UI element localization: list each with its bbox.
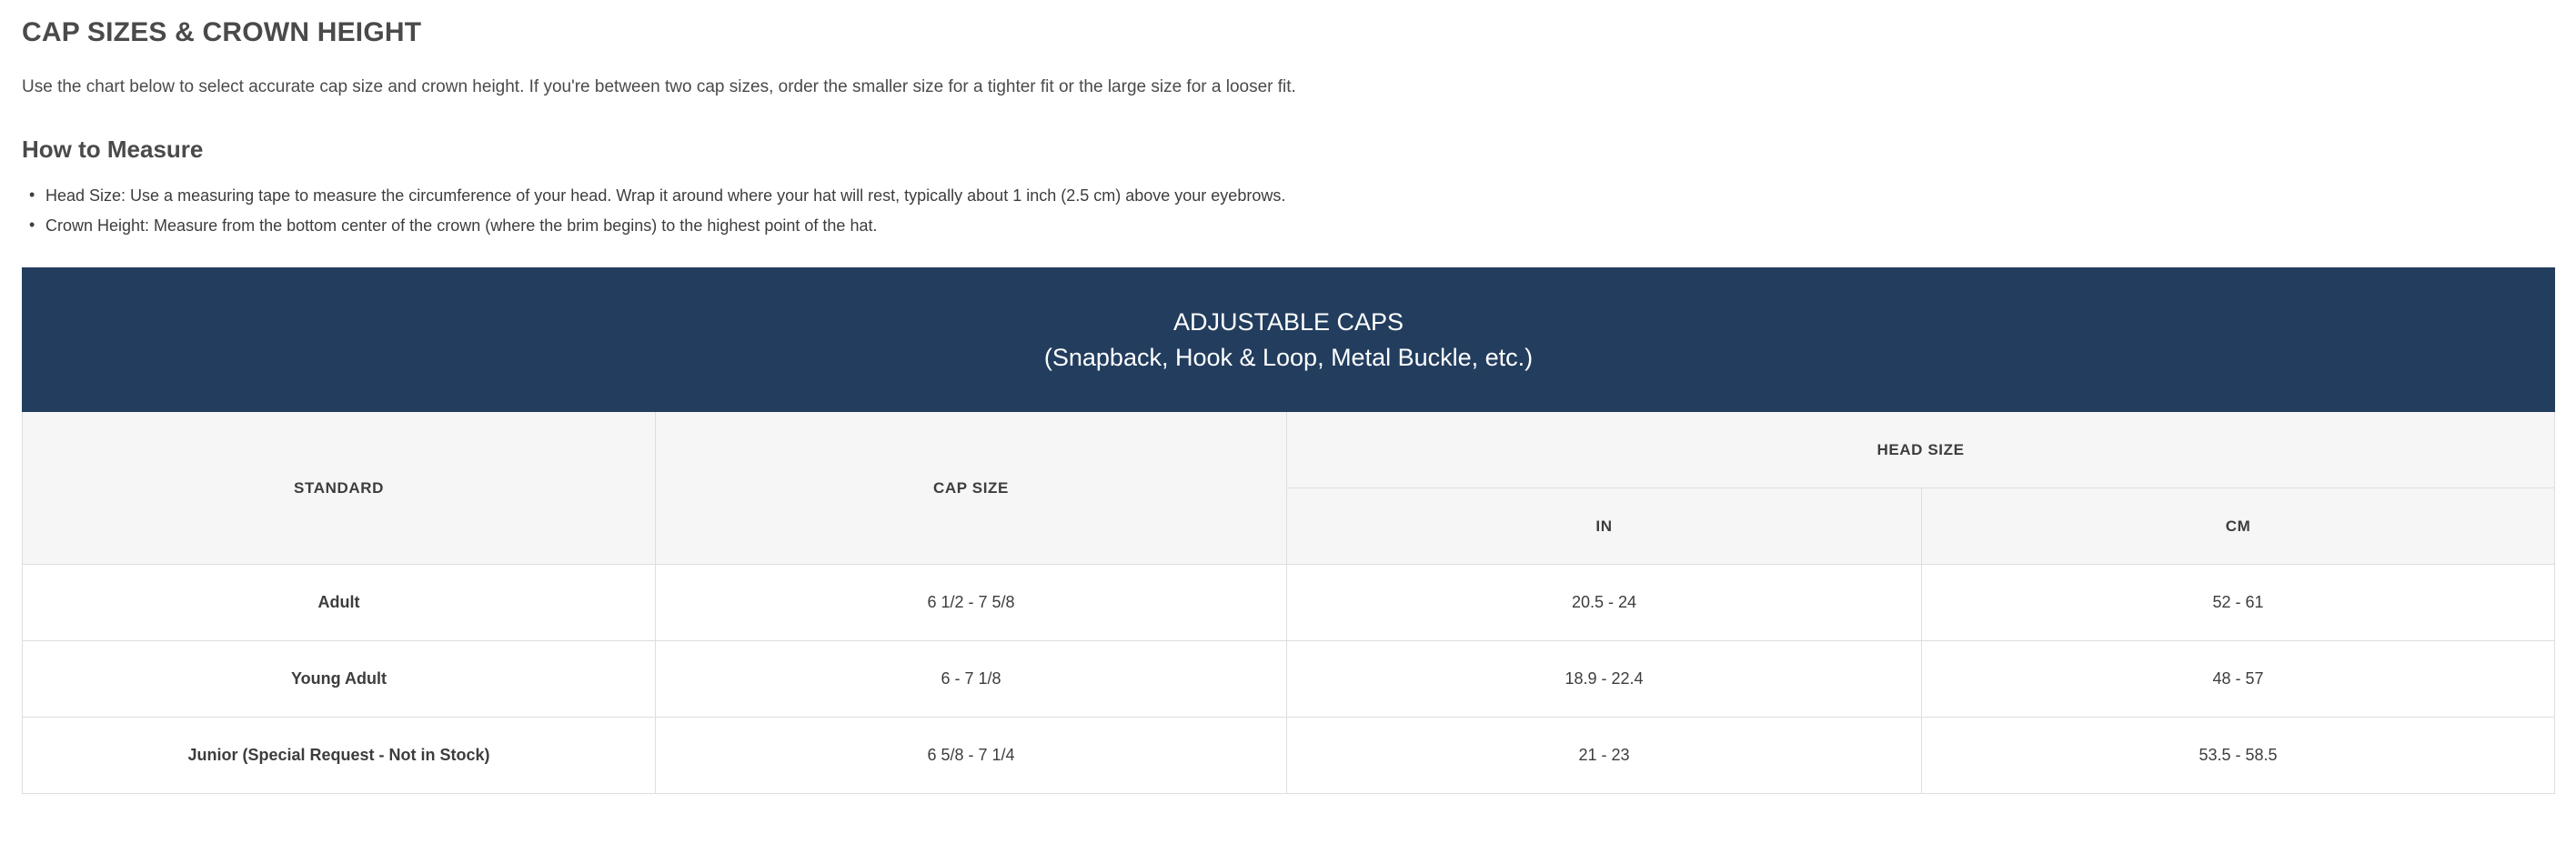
intro-paragraph: Use the chart below to select accurate c… (22, 77, 1296, 96)
page-container: CAP SIZES & CROWN HEIGHT Use the chart b… (0, 16, 2576, 795)
cell-standard: Young Adult (22, 640, 656, 718)
column-header-head-size-in: IN (1286, 487, 1922, 566)
table-header-row-sub: IN CM (23, 487, 2556, 566)
list-item: Head Size: Use a measuring tape to measu… (22, 183, 2554, 209)
cell-head-size-in: 20.5 - 24 (1286, 564, 1922, 642)
page-title: CAP SIZES & CROWN HEIGHT (22, 17, 422, 47)
cell-standard: Adult (22, 564, 656, 642)
cell-cap-size: 6 5/8 - 7 1/4 (655, 717, 1287, 795)
list-item: Crown Height: Measure from the bottom ce… (22, 213, 2554, 239)
table-banner-row: ADJUSTABLE CAPS (Snapback, Hook & Loop, … (21, 267, 2556, 413)
cell-head-size-cm: 48 - 57 (1920, 640, 2556, 718)
cell-head-size-cm: 53.5 - 58.5 (1920, 717, 2556, 795)
how-to-measure-heading: How to Measure (22, 135, 204, 163)
banner-title: ADJUSTABLE CAPS (1172, 307, 1404, 336)
table-body: Adult 6 1/2 - 7 5/8 20.5 - 24 52 - 61 Yo… (22, 564, 2556, 795)
table-row: Adult 6 1/2 - 7 5/8 20.5 - 24 52 - 61 (22, 564, 2556, 642)
column-header-standard: STANDARD (22, 411, 656, 566)
cell-head-size-in: 21 - 23 (1286, 717, 1922, 795)
cell-head-size-cm: 52 - 61 (1920, 564, 2556, 642)
column-header-head-size-cm: CM (1920, 487, 2556, 566)
table-head: ADJUSTABLE CAPS (Snapback, Hook & Loop, … (21, 267, 2556, 566)
table-header-row-group: STANDARD CAP SIZE HEAD SIZE (22, 411, 2556, 566)
table-banner-cell: ADJUSTABLE CAPS (Snapback, Hook & Loop, … (21, 267, 2556, 413)
column-header-cap-size: CAP SIZE (655, 411, 1287, 566)
size-table-wrapper: ADJUSTABLE CAPS (Snapback, Hook & Loop, … (21, 267, 2556, 795)
list-item-text: Crown Height: Measure from the bottom ce… (45, 216, 878, 235)
how-to-measure-list: Head Size: Use a measuring tape to measu… (22, 183, 2554, 239)
cell-cap-size: 6 - 7 1/8 (655, 640, 1287, 718)
table-row: Junior (Special Request - Not in Stock) … (22, 717, 2556, 795)
table-row: Young Adult 6 - 7 1/8 18.9 - 22.4 48 - 5… (22, 640, 2556, 718)
cap-size-table: ADJUSTABLE CAPS (Snapback, Hook & Loop, … (21, 267, 2556, 795)
cell-head-size-in: 18.9 - 22.4 (1286, 640, 1922, 718)
cell-standard: Junior (Special Request - Not in Stock) (22, 717, 656, 795)
cell-cap-size: 6 1/2 - 7 5/8 (655, 564, 1287, 642)
banner-subtitle: (Snapback, Hook & Loop, Metal Buckle, et… (1043, 343, 1534, 371)
column-header-head-size: HEAD SIZE (1285, 411, 2556, 489)
list-item-text: Head Size: Use a measuring tape to measu… (45, 186, 1286, 205)
